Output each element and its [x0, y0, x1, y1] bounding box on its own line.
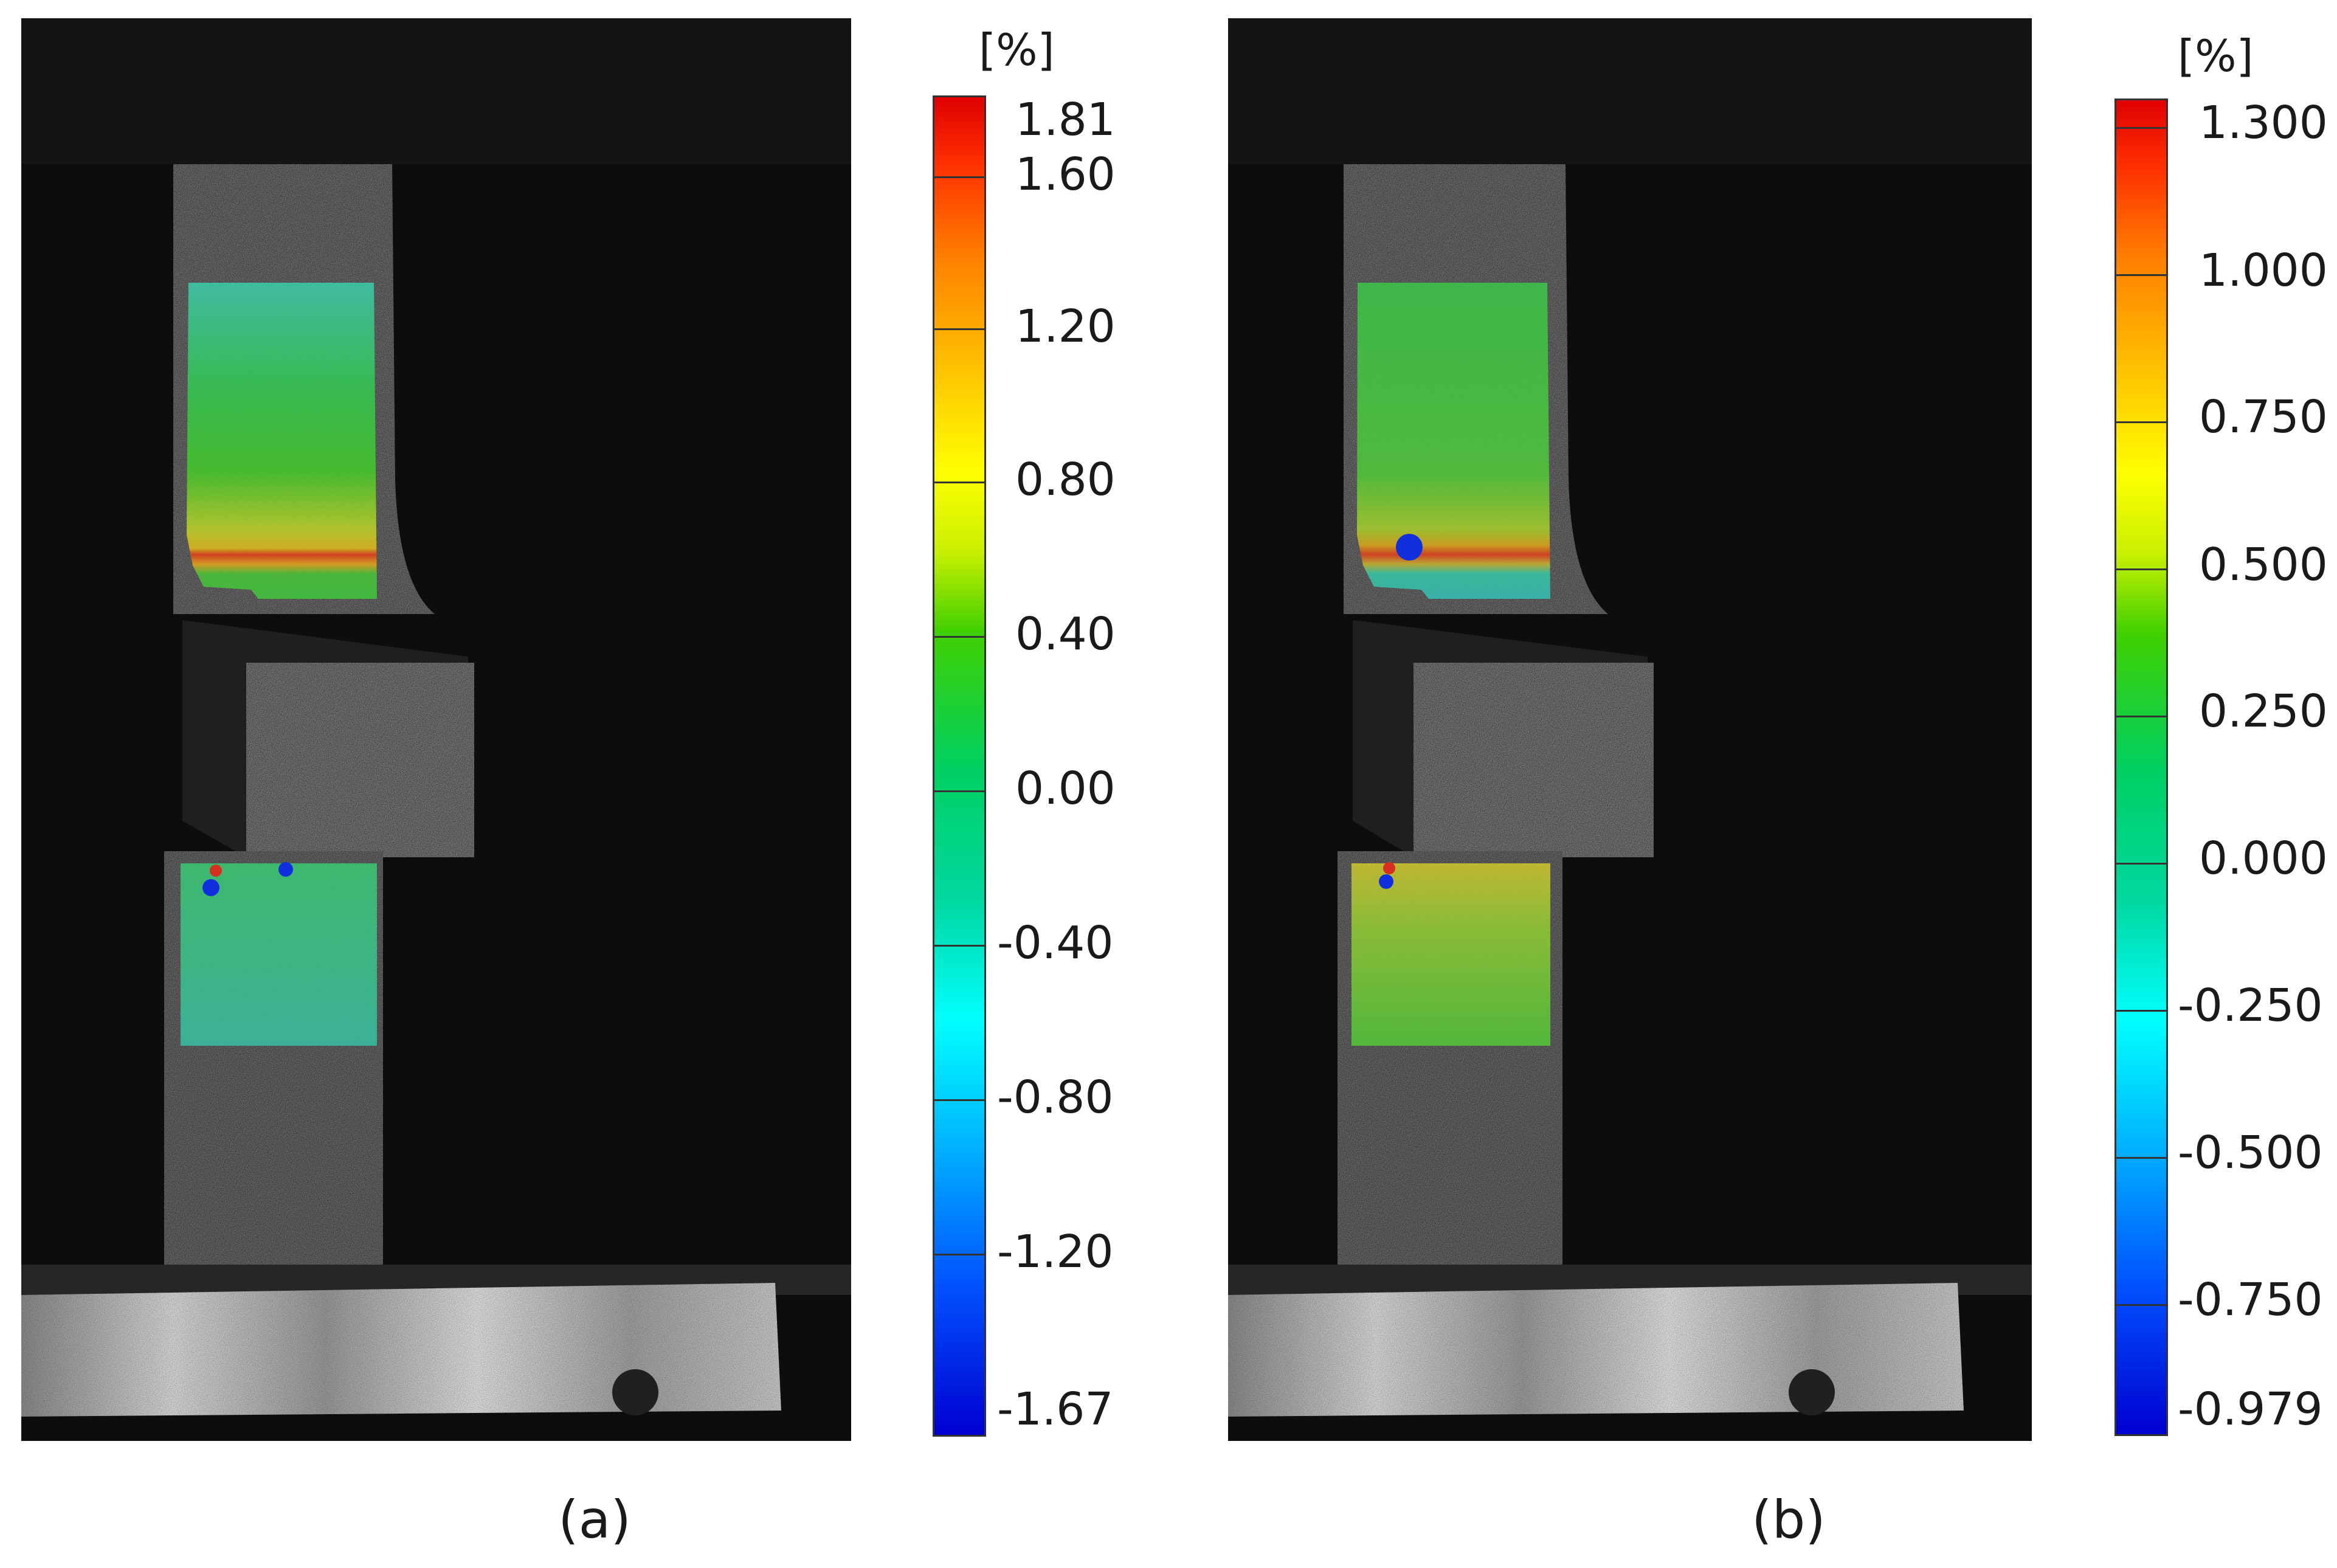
colorbar-label: 0.80 — [1015, 454, 1116, 506]
dic-photo-b — [1228, 18, 2032, 1441]
colorbar-tick — [2114, 421, 2168, 423]
colorbar-tick — [933, 482, 986, 483]
colorbar-tick — [2114, 1010, 2168, 1012]
colorbar-label: -0.500 — [2178, 1127, 2323, 1179]
colorbar-label: 1.000 — [2199, 244, 2328, 297]
colorbar-tick — [933, 1254, 986, 1255]
colorbar-label: 0.250 — [2199, 685, 2328, 737]
colorbar-tick — [2114, 716, 2168, 717]
colorbar-label: 0.00 — [1015, 762, 1116, 815]
colorbar-label: 0.500 — [2199, 539, 2328, 591]
colorbar-label: -0.40 — [997, 917, 1114, 969]
colorbar-tick — [933, 790, 986, 792]
colorbar-tick — [933, 328, 986, 330]
colorbar-label: 1.81 — [1015, 94, 1116, 146]
colorbar-label: -0.750 — [2178, 1274, 2323, 1326]
figure-caption-a: (a) — [558, 1490, 631, 1550]
colorbar-unit-a: [%] — [979, 24, 1055, 75]
colorbar-tick — [933, 945, 986, 947]
colorbar-tick — [2114, 863, 2168, 865]
colorbar-label: 1.300 — [2199, 97, 2328, 149]
panel-b: [%] 1.300 1.000 0.750 0.500 0.250 0.000 … — [1168, 0, 2337, 1568]
colorbar-tick — [933, 176, 986, 178]
colorbar-tick — [2114, 127, 2168, 129]
colorbar-label: 1.20 — [1015, 300, 1116, 353]
colorbar-a — [933, 95, 986, 1437]
colorbar-b — [2114, 98, 2168, 1436]
colorbar-unit-b: [%] — [2178, 30, 2254, 81]
colorbar-label: -0.250 — [2178, 979, 2323, 1032]
colorbar-label: -0.979 — [2178, 1383, 2323, 1435]
colorbar-label: 0.750 — [2199, 391, 2328, 443]
colorbar-tick — [933, 636, 986, 638]
dic-photo-a — [21, 18, 851, 1441]
colorbar-label: 1.60 — [1015, 148, 1116, 201]
colorbar-tick — [2114, 1157, 2168, 1159]
figure-caption-b: (b) — [1752, 1490, 1826, 1550]
colorbar-label: 0.000 — [2199, 832, 2328, 885]
colorbar-label: -1.67 — [997, 1383, 1114, 1435]
colorbar-tick — [2114, 274, 2168, 276]
panel-a: [%] 1.81 1.60 1.20 0.80 0.40 0.00 -0.40 … — [0, 0, 1168, 1568]
colorbar-label: -0.80 — [997, 1071, 1114, 1124]
colorbar-tick — [2114, 1304, 2168, 1306]
colorbar-label: -1.20 — [997, 1226, 1114, 1278]
colorbar-label: 0.40 — [1015, 608, 1116, 660]
colorbar-tick — [2114, 568, 2168, 570]
colorbar-tick — [933, 1099, 986, 1101]
